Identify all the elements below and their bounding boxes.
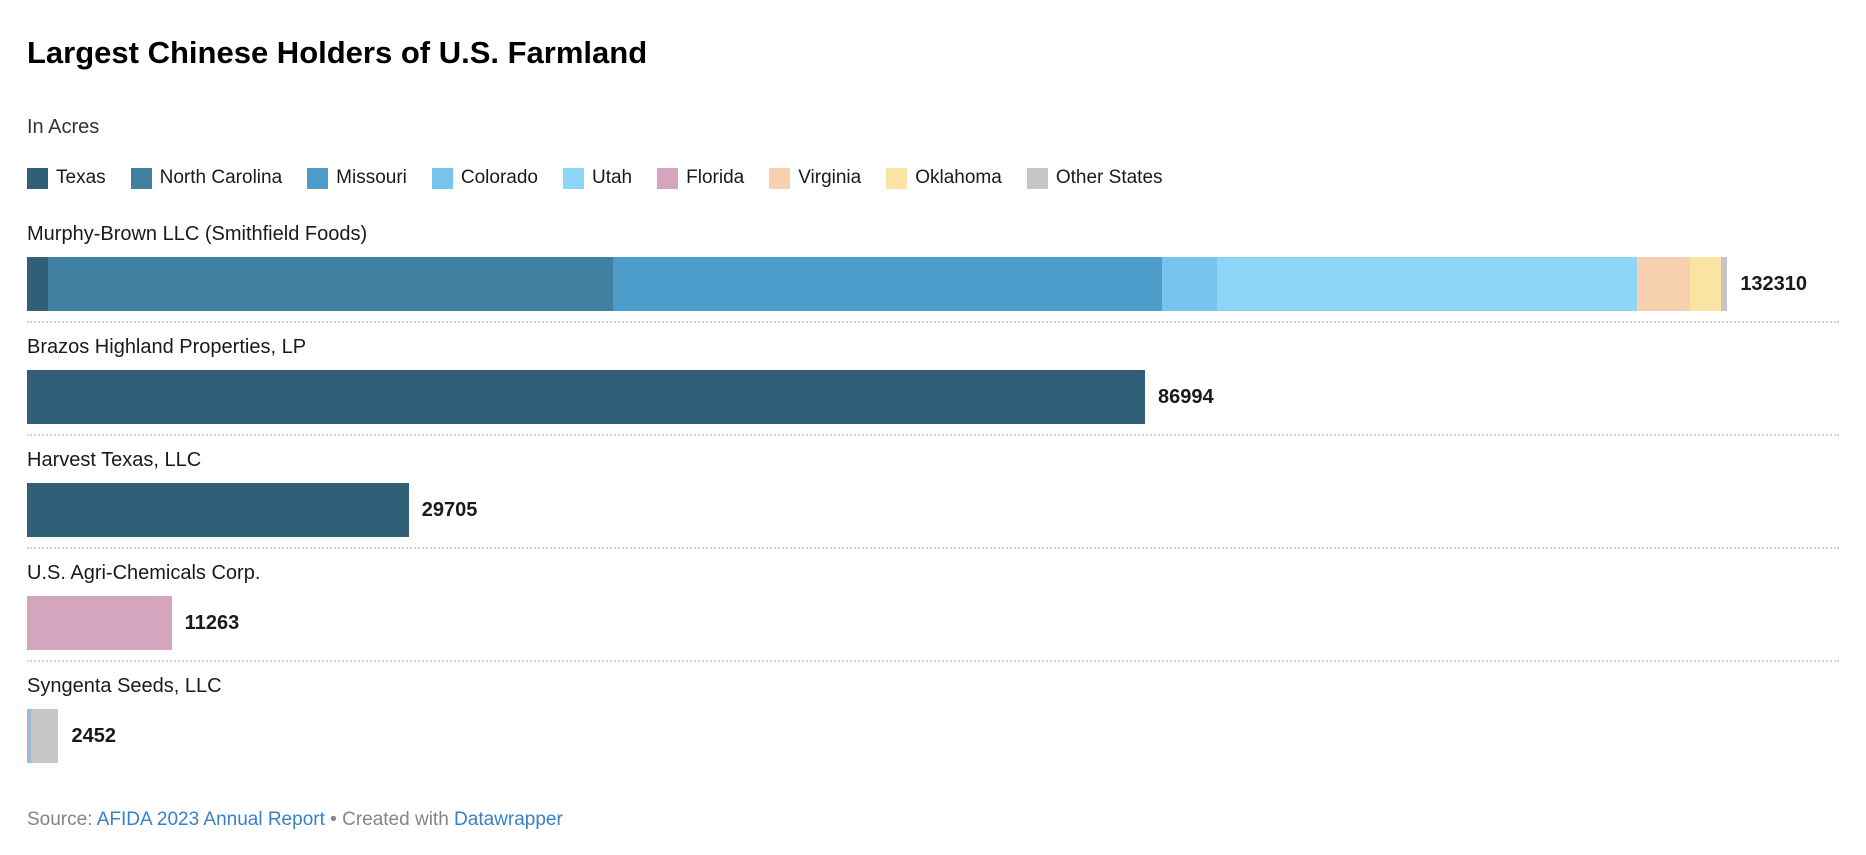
bar-line: 11263 — [27, 596, 1839, 650]
legend-label: Texas — [56, 167, 106, 188]
legend-item-texas: Texas — [27, 167, 106, 189]
legend-label: Florida — [686, 167, 745, 188]
bar-stack — [27, 709, 59, 763]
legend-swatch-other-states — [1026, 167, 1048, 189]
value-label: 132310 — [1740, 272, 1808, 295]
bar-line: 132310 — [27, 257, 1839, 311]
bar-segment-texas — [27, 370, 1145, 424]
bar-segment-missouri — [613, 257, 1162, 311]
bar-stack — [27, 370, 1145, 424]
legend-item-florida: Florida — [657, 167, 744, 189]
bar-line: 29705 — [27, 483, 1839, 537]
legend-label: Other States — [1055, 167, 1163, 188]
legend-swatch-virginia — [769, 167, 791, 189]
legend-item-virginia: Virginia — [769, 167, 861, 189]
value-label: 29705 — [421, 498, 478, 521]
legend-item-missouri: Missouri — [307, 167, 407, 189]
source-link[interactable]: AFIDA 2023 Annual Report — [96, 809, 325, 830]
bar-segment-florida — [27, 709, 29, 763]
bar-segment-colorado — [1161, 257, 1217, 311]
bar-segment-texas — [27, 483, 409, 537]
bar-stack — [27, 483, 409, 537]
legend-label: Oklahoma — [915, 167, 1002, 188]
legend-label: Colorado — [460, 167, 538, 188]
bar-segment-florida — [27, 596, 172, 650]
bars-area: Murphy-Brown LLC (Smithfield Foods) 13231… — [27, 210, 1839, 773]
legend-item-colorado: Colorado — [431, 167, 538, 189]
bar-segment-texas — [27, 257, 48, 311]
footer-separator: • — [330, 809, 337, 830]
legend-swatch-missouri — [307, 167, 329, 189]
bar-segment-colorado — [28, 709, 31, 763]
bar-line: 2452 — [27, 709, 1839, 763]
chart-row-harvest-texas-llc: Harvest Texas, LLC 29705 — [27, 436, 1839, 549]
legend-swatch-oklahoma — [886, 167, 908, 189]
legend-swatch-florida — [657, 167, 679, 189]
row-label: Murphy-Brown LLC (Smithfield Foods) — [27, 223, 368, 245]
legend-item-oklahoma: Oklahoma — [886, 167, 1002, 189]
legend-label: Utah — [591, 167, 633, 188]
chart-row-u-s-agri-chemicals-corp: U.S. Agri-Chemicals Corp. 11263 — [27, 549, 1839, 662]
legend-item-north-carolina: North Carolina — [130, 167, 283, 189]
bar-segment-other-states — [1720, 257, 1728, 311]
legend: Texas North Carolina Missouri Colorado Utah F… — [27, 167, 1839, 189]
row-label: Harvest Texas, LLC — [27, 449, 202, 471]
value-label: 11263 — [184, 611, 240, 634]
legend-swatch-north-carolina — [130, 167, 152, 189]
source-label: Source: — [27, 809, 93, 830]
value-label: 86994 — [1157, 385, 1214, 408]
created-with-label: Created with — [342, 809, 449, 830]
chart-row-brazos-highland-properties-lp: Brazos Highland Properties, LP 86994 — [27, 323, 1839, 436]
row-label: U.S. Agri-Chemicals Corp. — [27, 562, 261, 584]
legend-item-other-states: Other States — [1026, 167, 1163, 189]
bar-segment-virginia — [1637, 257, 1690, 311]
bar-segment-other-states — [30, 709, 59, 763]
legend-item-utah: Utah — [562, 167, 633, 189]
bar-segment-utah — [1217, 257, 1638, 311]
legend-label: Virginia — [798, 167, 862, 188]
datawrapper-link[interactable]: Datawrapper — [454, 809, 563, 830]
chart-row-syngenta-seeds-llc: Syngenta Seeds, LLC 2452 — [27, 662, 1839, 773]
row-label: Syngenta Seeds, LLC — [27, 675, 222, 697]
bar-segment-north-carolina — [47, 257, 613, 311]
bar-segment-oklahoma — [1689, 257, 1721, 311]
footer: Source: AFIDA 2023 Annual Report • Creat… — [27, 809, 1839, 855]
chart-row-murphy-brown-llc-smithfield-foods: Murphy-Brown LLC (Smithfield Foods) 13231… — [27, 210, 1839, 323]
legend-label: Missouri — [336, 167, 407, 188]
bar-line: 86994 — [27, 370, 1839, 424]
row-label: Brazos Highland Properties, LP — [27, 336, 307, 358]
legend-label: North Carolina — [159, 167, 283, 188]
chart-subtitle: In Acres — [27, 116, 100, 138]
bar-stack — [27, 257, 1728, 311]
legend-swatch-colorado — [431, 167, 453, 189]
value-label: 2452 — [71, 724, 117, 747]
legend-swatch-utah — [562, 167, 584, 189]
chart-title: Largest Chinese Holders of U.S. Farmland — [27, 35, 648, 70]
legend-swatch-texas — [27, 167, 48, 189]
bar-stack — [27, 596, 172, 650]
